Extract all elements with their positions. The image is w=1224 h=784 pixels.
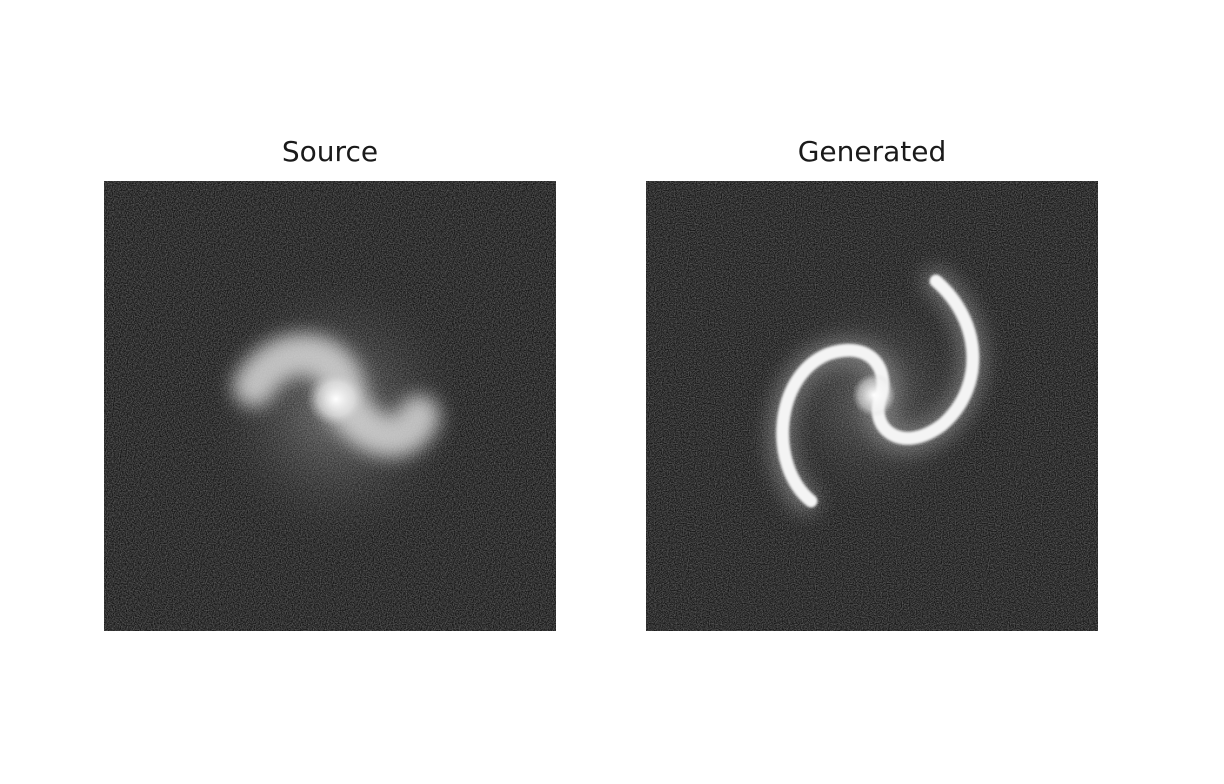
source-title: Source [281, 135, 379, 168]
generated-galaxy-graphic [646, 181, 1098, 631]
source-image [104, 181, 556, 631]
generated-image [646, 181, 1098, 631]
source-galaxy-graphic [104, 181, 556, 631]
generated-panel: Generated [646, 130, 1098, 631]
source-panel: Source [104, 130, 556, 631]
generated-title: Generated [797, 135, 947, 168]
